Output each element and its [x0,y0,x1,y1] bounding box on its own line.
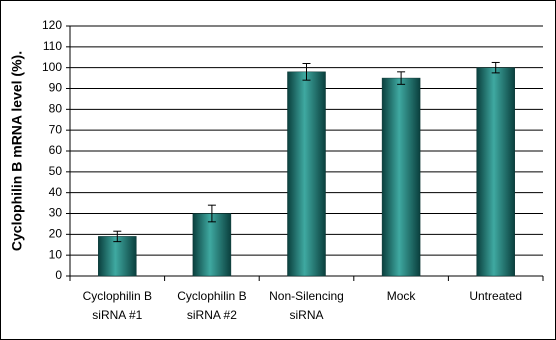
error-bar [113,230,122,243]
y-tick-label: 60 [49,143,63,157]
y-tick-label: 120 [42,18,62,32]
x-tick-label: Cyclophilin B [177,289,246,303]
x-tick-label: Untreated [469,289,522,303]
x-tick-label: Cyclophilin B [83,289,152,303]
y-tick-label: 40 [49,185,63,199]
bar [476,67,515,277]
x-tick-label: siRNA [289,308,323,322]
error-bar [397,71,406,85]
bar [381,77,421,277]
bar [192,213,232,277]
x-tick-label: siRNA #2 [187,308,237,322]
x-tick-label: siRNA #1 [92,308,142,322]
error-bar [207,204,216,223]
error-bar [302,63,311,81]
y-tick-label: 100 [42,60,62,74]
error-bar [491,61,500,74]
y-tick-label: 0 [55,268,62,282]
y-tick-label: 10 [49,247,63,261]
y-tick-label: 80 [49,102,63,116]
bar [98,236,137,277]
y-tick-label: 30 [49,206,63,220]
y-tick-label: 90 [49,81,63,95]
bar [287,71,326,277]
x-tick-label: Non-Silencing [269,289,344,303]
x-tick-label: Mock [387,289,417,303]
y-tick-label: 50 [49,164,63,178]
y-tick-label: 20 [49,227,63,241]
y-tick-label: 70 [49,122,63,136]
y-tick-label: 110 [43,39,62,53]
y-axis-label: Cyclophilin B mRNA level (%). [9,51,25,251]
